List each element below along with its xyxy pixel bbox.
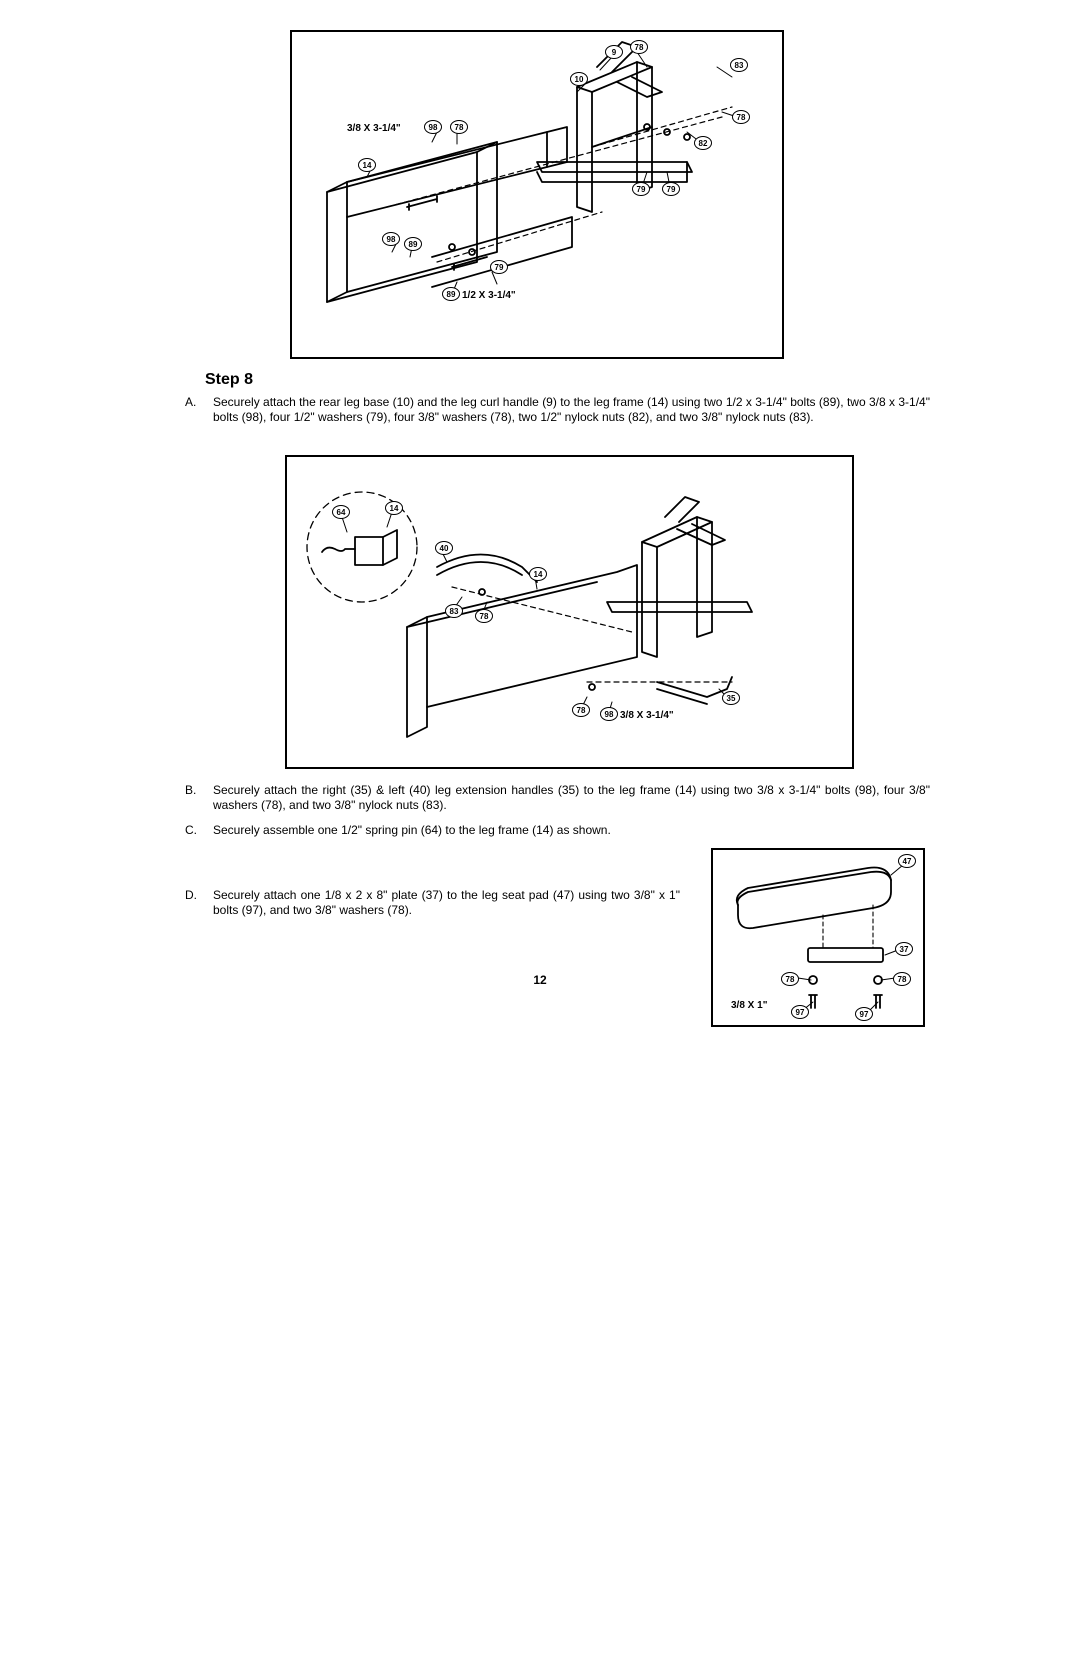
callout-14: 14 (358, 158, 376, 172)
callout-78: 78 (630, 40, 648, 54)
callout-9: 9 (605, 45, 623, 59)
callout-78b: 78 (893, 972, 911, 986)
callout-64: 64 (332, 505, 350, 519)
callout-97: 97 (791, 1005, 809, 1019)
callout-98: 98 (600, 707, 618, 721)
callout-40: 40 (435, 541, 453, 555)
dim-label-3: 3/8 X 3-1/4" (620, 710, 674, 721)
figure-step8-bc: 64 14 40 83 78 14 35 78 98 3/8 X 3-1/4" (285, 455, 854, 769)
step-title: Step 8 (205, 371, 1080, 389)
callout-98b: 98 (382, 232, 400, 246)
callout-14b: 14 (529, 567, 547, 581)
figure-step8-a: 9 78 83 10 78 82 79 79 14 98 78 98 89 79… (290, 30, 784, 359)
instruction-c: C. Securely assemble one 1/2" spring pin… (185, 823, 930, 838)
callout-78c: 78 (450, 120, 468, 134)
manual-page: 9 78 83 10 78 82 79 79 14 98 78 98 89 79… (0, 0, 1080, 987)
callout-35: 35 (722, 691, 740, 705)
instruction-b: B. Securely attach the right (35) & left… (185, 783, 930, 813)
callout-89b: 89 (442, 287, 460, 301)
callout-14: 14 (385, 501, 403, 515)
instruction-d: D. Securely attach one 1/8 x 2 x 8" plat… (185, 888, 680, 918)
figure-step8-d: 47 37 78 78 97 97 3/8 X 1" (711, 848, 925, 1027)
callout-83: 83 (730, 58, 748, 72)
callout-78: 78 (475, 609, 493, 623)
callout-79: 79 (632, 182, 650, 196)
dim-label-2: 1/2 X 3-1/4" (462, 290, 516, 301)
callout-78b: 78 (572, 703, 590, 717)
callout-78b: 78 (732, 110, 750, 124)
callout-98: 98 (424, 120, 442, 134)
instruction-a: A. Securely attach the rear leg base (10… (185, 395, 930, 425)
callout-79b: 79 (662, 182, 680, 196)
dim-label-1: 3/8 X 3-1/4" (347, 123, 401, 134)
callout-37: 37 (895, 942, 913, 956)
callout-97b: 97 (855, 1007, 873, 1021)
callout-83: 83 (445, 604, 463, 618)
callout-10: 10 (570, 72, 588, 86)
callout-79c: 79 (490, 260, 508, 274)
callout-78: 78 (781, 972, 799, 986)
callout-89: 89 (404, 237, 422, 251)
callout-82: 82 (694, 136, 712, 150)
dim-label-4: 3/8 X 1" (731, 1000, 767, 1011)
callout-47: 47 (898, 854, 916, 868)
